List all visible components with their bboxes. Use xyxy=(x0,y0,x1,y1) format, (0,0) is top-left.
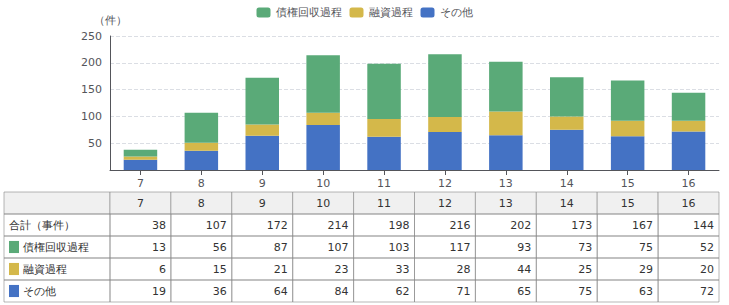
svg-text:13: 13 xyxy=(499,197,513,210)
svg-text:9: 9 xyxy=(259,177,266,190)
svg-text:14: 14 xyxy=(560,197,574,210)
svg-text:173: 173 xyxy=(571,219,592,232)
svg-text:28: 28 xyxy=(456,263,470,276)
svg-text:52: 52 xyxy=(700,241,714,254)
svg-text:15: 15 xyxy=(213,263,227,276)
svg-text:10: 10 xyxy=(316,177,330,190)
svg-text:7: 7 xyxy=(137,197,144,210)
svg-text:債権回収過程: 債権回収過程 xyxy=(276,6,342,19)
svg-text:198: 198 xyxy=(389,219,410,232)
svg-text:23: 23 xyxy=(335,263,349,276)
svg-text:75: 75 xyxy=(578,285,592,298)
svg-text:202: 202 xyxy=(510,219,531,232)
svg-text:250: 250 xyxy=(81,30,102,43)
svg-text:103: 103 xyxy=(389,241,410,254)
svg-text:融資過程: 融資過程 xyxy=(23,263,67,276)
svg-text:債権回収過程: 債権回収過程 xyxy=(23,241,89,254)
svg-text:214: 214 xyxy=(328,219,349,232)
svg-text:（件）: （件） xyxy=(94,14,127,27)
svg-text:19: 19 xyxy=(152,285,166,298)
svg-text:6: 6 xyxy=(159,263,166,276)
svg-text:29: 29 xyxy=(639,263,653,276)
svg-text:150: 150 xyxy=(81,83,102,96)
svg-text:107: 107 xyxy=(328,241,349,254)
svg-text:87: 87 xyxy=(274,241,288,254)
svg-text:65: 65 xyxy=(517,285,531,298)
svg-text:93: 93 xyxy=(517,241,531,254)
svg-text:200: 200 xyxy=(81,56,102,69)
svg-text:その他: その他 xyxy=(440,6,473,19)
svg-text:21: 21 xyxy=(274,263,288,276)
svg-text:16: 16 xyxy=(682,177,696,190)
svg-text:56: 56 xyxy=(213,241,227,254)
svg-text:25: 25 xyxy=(578,263,592,276)
svg-text:36: 36 xyxy=(213,285,227,298)
svg-text:14: 14 xyxy=(560,177,574,190)
svg-text:144: 144 xyxy=(693,219,714,232)
svg-text:72: 72 xyxy=(700,285,714,298)
svg-text:融資過程: 融資過程 xyxy=(369,6,413,19)
svg-text:15: 15 xyxy=(621,177,635,190)
svg-text:64: 64 xyxy=(274,285,288,298)
svg-text:100: 100 xyxy=(81,110,102,123)
svg-text:12: 12 xyxy=(438,177,452,190)
svg-text:117: 117 xyxy=(449,241,470,254)
svg-text:11: 11 xyxy=(377,177,391,190)
svg-text:73: 73 xyxy=(578,241,592,254)
svg-text:107: 107 xyxy=(206,219,227,232)
svg-text:33: 33 xyxy=(396,263,410,276)
svg-text:15: 15 xyxy=(621,197,635,210)
svg-text:216: 216 xyxy=(449,219,470,232)
svg-text:合計（事件）: 合計（事件） xyxy=(9,219,75,232)
svg-text:8: 8 xyxy=(198,197,205,210)
svg-text:172: 172 xyxy=(267,219,288,232)
svg-text:167: 167 xyxy=(632,219,653,232)
svg-text:7: 7 xyxy=(137,177,144,190)
svg-text:12: 12 xyxy=(438,197,452,210)
svg-text:84: 84 xyxy=(335,285,349,298)
svg-text:71: 71 xyxy=(456,285,470,298)
svg-text:20: 20 xyxy=(700,263,714,276)
svg-text:その他: その他 xyxy=(23,285,56,298)
svg-text:62: 62 xyxy=(396,285,410,298)
svg-text:9: 9 xyxy=(259,197,266,210)
svg-text:13: 13 xyxy=(152,241,166,254)
svg-text:63: 63 xyxy=(639,285,653,298)
svg-text:38: 38 xyxy=(152,219,166,232)
svg-text:8: 8 xyxy=(198,177,205,190)
svg-text:16: 16 xyxy=(682,197,696,210)
svg-text:50: 50 xyxy=(88,137,102,150)
svg-text:10: 10 xyxy=(316,197,330,210)
svg-text:13: 13 xyxy=(499,177,513,190)
svg-text:44: 44 xyxy=(517,263,531,276)
svg-text:11: 11 xyxy=(377,197,391,210)
svg-text:75: 75 xyxy=(639,241,653,254)
